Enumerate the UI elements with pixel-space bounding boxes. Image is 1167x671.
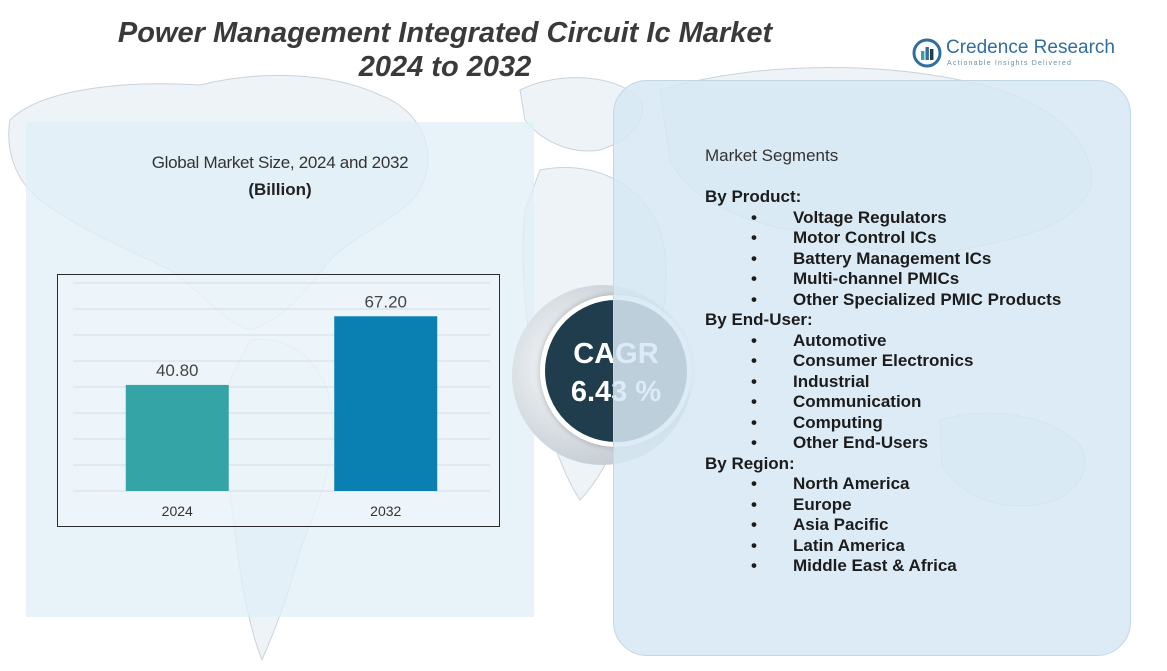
- page-title: Power Management Integrated Circuit Ic M…: [60, 16, 830, 84]
- list-item: • Latin America: [705, 536, 1125, 557]
- bullet: •: [751, 330, 757, 350]
- list-item-label: Industrial: [793, 371, 870, 391]
- bullet: •: [751, 248, 757, 268]
- list-item: • Consumer Electronics: [705, 351, 1125, 372]
- bullet: •: [751, 535, 757, 555]
- bullet: •: [751, 494, 757, 514]
- list-item-label: Communication: [793, 392, 922, 411]
- segment-group-title: By Region:: [705, 453, 795, 473]
- list-item-label: Consumer Electronics: [793, 351, 974, 370]
- list-item: • Voltage Regulators: [705, 208, 1125, 229]
- list-item-label: Other End-Users: [793, 433, 929, 452]
- x-tick-label: 2024: [162, 503, 193, 519]
- segment-group-region: By Region: • North America • Europe • Asia …: [705, 454, 1125, 577]
- bullet: •: [751, 269, 757, 288]
- bullet: •: [751, 371, 757, 391]
- list-item: • Europe: [705, 495, 1125, 516]
- bar-chart-canvas: 40.80 2024 67.20 2032: [73, 282, 490, 519]
- list-item-label: Voltage Regulators: [793, 207, 947, 227]
- title-line-2: 2024 to 2032: [358, 51, 532, 83]
- list-item-label: Multi-channel PMICs: [793, 269, 960, 288]
- bullet: •: [751, 351, 757, 370]
- data-label: 40.80: [156, 361, 199, 380]
- list-item: • Other Specialized PMIC Products: [705, 290, 1125, 311]
- brand-tagline: Actionable Insights Delivered: [947, 60, 1073, 67]
- list-item-label: Motor Control ICs: [793, 228, 937, 247]
- title-line-1: Power Management Integrated Circuit Ic M…: [117, 17, 773, 49]
- bullet: •: [751, 474, 757, 493]
- list-item-label: Europe: [793, 494, 852, 514]
- segments-heading: Market Segments: [705, 146, 839, 165]
- list-item-label: Asia Pacific: [793, 515, 889, 534]
- list-item-label: North America: [793, 474, 910, 493]
- list-item-label: Battery Management ICs: [793, 248, 992, 268]
- bar-2024: [125, 384, 229, 491]
- list-item: • North America: [705, 474, 1125, 495]
- list-item-label: Middle East & Africa: [793, 556, 957, 575]
- list-item: • Industrial: [705, 372, 1125, 393]
- segment-group-end-user: By End-User: • Automotive • Consumer Elect…: [705, 310, 1125, 454]
- segment-group-title: By Product:: [705, 187, 802, 206]
- segment-group-product: By Product: • Voltage Regulators • Motor C…: [705, 187, 1125, 310]
- list-item-label: Computing: [793, 412, 883, 432]
- bullet: •: [751, 289, 757, 309]
- bar-chart: 40.80 2024 67.20 2032: [57, 274, 500, 527]
- chart-title: Global Market Size, 2024 and 2032: [151, 153, 409, 172]
- bar-2032: [334, 316, 438, 491]
- list-item: • Motor Control ICs: [705, 228, 1125, 249]
- bullet: •: [751, 433, 757, 452]
- list-item-label: Latin America: [793, 535, 905, 555]
- list-item: • Asia Pacific: [705, 515, 1125, 536]
- chart-unit: (Billion): [248, 180, 312, 199]
- list-item: • Communication: [705, 392, 1125, 413]
- list-item-label: Automotive: [793, 330, 887, 350]
- bullet: •: [751, 207, 757, 227]
- segments-list: By Product: • Voltage Regulators • Motor C…: [705, 187, 1125, 577]
- bullet: •: [751, 412, 757, 432]
- bullet: •: [751, 392, 757, 411]
- x-tick-label: 2032: [370, 503, 401, 519]
- bullet: •: [751, 515, 757, 534]
- brand-logo: Credence Research Actionable Insights De…: [912, 36, 1115, 72]
- logo-icon: [912, 38, 942, 68]
- list-item: • Automotive: [705, 331, 1125, 352]
- list-item-label: Other Specialized PMIC Products: [793, 289, 1062, 309]
- brand-name: Credence Research: [946, 37, 1115, 58]
- list-item: • Other End-Users: [705, 433, 1125, 454]
- segment-group-title: By End-User:: [705, 310, 813, 329]
- segments-panel: [613, 80, 1131, 656]
- list-item: • Middle East & Africa: [705, 556, 1125, 577]
- chart-panel: [26, 122, 534, 617]
- bullet: •: [751, 228, 757, 247]
- list-item: • Multi-channel PMICs: [705, 269, 1125, 290]
- data-label: 67.20: [364, 292, 407, 311]
- list-item: • Battery Management ICs: [705, 249, 1125, 270]
- list-item: • Computing: [705, 413, 1125, 434]
- bullet: •: [751, 556, 757, 575]
